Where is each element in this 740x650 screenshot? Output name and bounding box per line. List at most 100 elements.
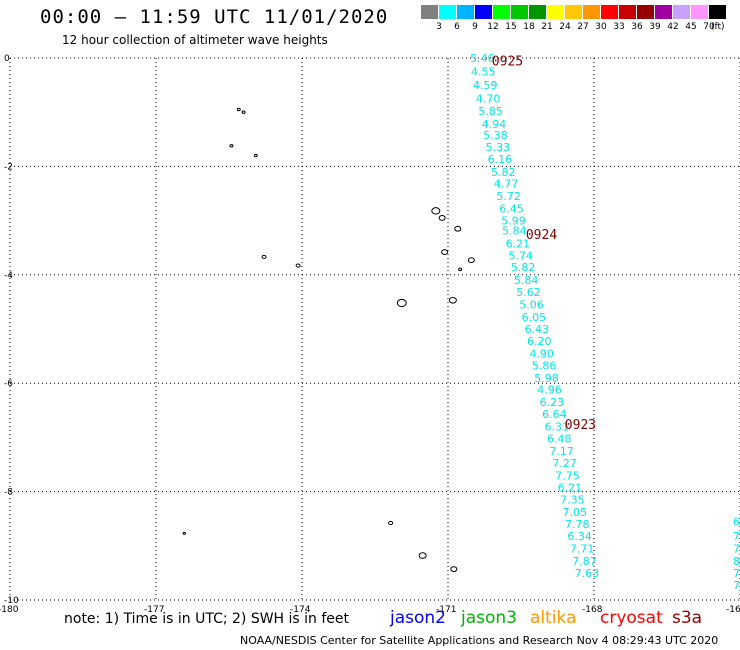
x-tick-label: -171 xyxy=(436,605,456,615)
legend-label: 18 xyxy=(523,22,535,32)
satellite-label-cryosat: cryosat xyxy=(600,608,663,628)
pass-time-labels: 0925 0924 0923 xyxy=(492,55,596,433)
wave-height-value: 4.55 xyxy=(471,66,496,79)
legend-label: 27 xyxy=(577,22,589,32)
wave-height-value: 4.77 xyxy=(494,178,519,191)
wave-height-value: 6 xyxy=(733,515,740,528)
wave-height-value: 6.34 xyxy=(567,530,592,543)
wave-height-value: 5.06 xyxy=(519,299,544,312)
island-outline xyxy=(388,520,394,526)
wave-height-value: 5.84 xyxy=(514,274,539,287)
wave-height-value: 7.05 xyxy=(563,506,588,519)
wave-height-value: 6.64 xyxy=(542,408,567,421)
x-tick-label: -174 xyxy=(290,605,311,615)
wave-height-value: 4.96 xyxy=(537,384,562,397)
island-outline xyxy=(241,110,246,114)
island-outline xyxy=(236,107,241,112)
y-tick-label: -6 xyxy=(4,379,13,389)
y-tick-label: 0 xyxy=(4,54,10,64)
wave-height-value: 7 xyxy=(733,530,740,543)
axis-tick-labels: 0 -2 -4 -6 -8 -10-180 -177 -174 -171 -168 -16 xyxy=(0,54,740,615)
wave-height-value: 7.75 xyxy=(555,469,580,482)
y-tick-label: -2 xyxy=(4,162,13,172)
legend-unit: (ft) xyxy=(711,22,725,32)
map-subtitle: 12 hour collection of altimeter wave hei… xyxy=(62,33,328,47)
legend-label: 12 xyxy=(487,22,499,32)
legend-label: 21 xyxy=(541,22,553,32)
wave-height-value: 5.84 xyxy=(502,224,526,237)
island-outline xyxy=(441,249,449,255)
x-tick-label: -180 xyxy=(0,605,19,615)
legend-swatch xyxy=(601,5,619,19)
legend-swatch xyxy=(439,5,457,19)
y-tick-label: -8 xyxy=(4,488,13,498)
footnote: note: 1) Time is in UTC; 2) SWH is in fe… xyxy=(64,611,350,627)
satellite-label-jason2: jason2 xyxy=(390,608,446,628)
legend-label: 39 xyxy=(649,22,661,32)
legend-label: 3 xyxy=(436,22,442,32)
legend-label: 6 xyxy=(454,22,460,32)
map-grid xyxy=(9,57,740,601)
wave-height-value: 4.94 xyxy=(482,118,507,131)
legend-swatch xyxy=(691,5,709,19)
wave-height-value: 7 xyxy=(733,543,740,556)
legend-swatch xyxy=(421,5,439,19)
legend-swatch xyxy=(457,5,475,19)
legend-swatch xyxy=(565,5,583,19)
wave-height-value: 7.87 xyxy=(572,555,597,568)
legend-swatch xyxy=(619,5,637,19)
wave-height-value: 7.35 xyxy=(560,494,585,507)
wave-height-value: 5.98 xyxy=(534,372,559,385)
island-outline xyxy=(253,153,258,158)
wave-height-value: 6.20 xyxy=(527,335,552,348)
legend-label: 36 xyxy=(631,22,643,32)
wave-height-value: 4.90 xyxy=(529,347,554,360)
wave-height-value: 5.86 xyxy=(532,359,557,372)
legend-swatch xyxy=(655,5,673,19)
legend-swatch xyxy=(547,5,565,19)
legend-label: 15 xyxy=(505,22,517,32)
island-outline xyxy=(458,267,463,272)
credit-line: NOAA/NESDIS Center for Satellite Applica… xyxy=(240,634,719,647)
x-tick-label: -168 xyxy=(582,605,603,615)
island-outline xyxy=(431,207,441,215)
legend-label: 30 xyxy=(595,22,607,32)
legend-swatch xyxy=(673,5,691,19)
legend-label: 24 xyxy=(559,22,571,32)
pass-time-label: 0923 xyxy=(565,418,596,433)
legend-label: 33 xyxy=(613,22,625,32)
legend-swatch xyxy=(529,5,547,19)
y-tick-label: -4 xyxy=(4,271,13,281)
legend-swatch xyxy=(709,5,727,19)
altimeter-track: 5.464.554.594.705.854.945.385.336.165.82… xyxy=(470,52,740,592)
island-outline xyxy=(450,566,458,573)
island-outline xyxy=(418,552,427,559)
island-outline xyxy=(438,214,446,221)
wave-height-value: 7.71 xyxy=(570,543,595,556)
wave-height-value: 6.05 xyxy=(522,311,547,324)
island-outline xyxy=(396,298,407,308)
wave-height-value: 5.38 xyxy=(483,129,508,142)
wave-height-value: 7.63 xyxy=(575,567,600,580)
legend-swatch xyxy=(637,5,655,19)
legend-label: 42 xyxy=(667,22,679,32)
wave-height-value: 5.99 xyxy=(501,215,526,228)
satellite-label-jason3: jason3 xyxy=(461,608,517,628)
wave-height-value: 7 xyxy=(733,579,740,592)
island-outline xyxy=(261,254,267,260)
wave-height-value: 6.23 xyxy=(540,396,565,409)
legend-label: 45 xyxy=(685,22,697,32)
map-title: 00:00 – 11:59 UTC 11/01/2020 xyxy=(40,6,389,28)
wave-height-value: 5.62 xyxy=(516,286,541,299)
wave-height-value: 7 xyxy=(733,567,740,580)
wave-height-value: 7.17 xyxy=(549,445,574,458)
satellite-label-s3a: s3a xyxy=(672,608,703,628)
wave-height-value: 5.46 xyxy=(470,52,495,65)
island-outline xyxy=(229,144,234,148)
wave-height-value: 8 xyxy=(733,555,740,568)
island-outlines xyxy=(182,107,475,573)
wave-height-value: 5.82 xyxy=(491,166,516,179)
wave-height-value: 6.31 xyxy=(545,421,570,434)
y-tick-label: -10 xyxy=(4,596,19,606)
